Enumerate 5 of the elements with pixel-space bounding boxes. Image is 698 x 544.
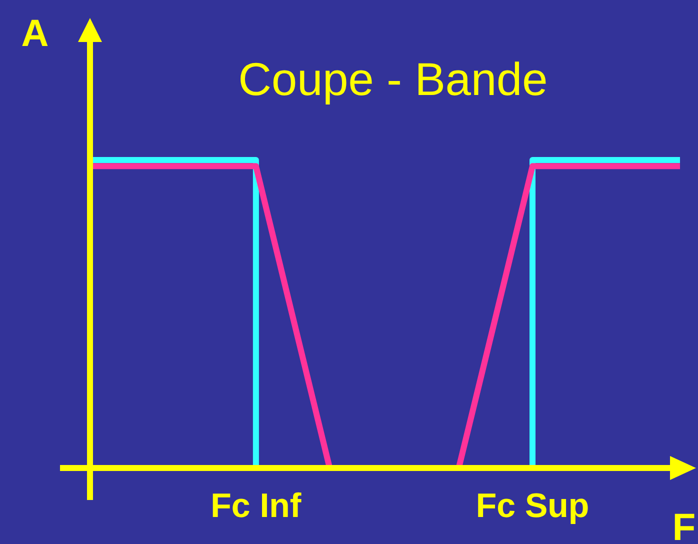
y-axis-title: A	[21, 13, 49, 55]
x-axis-title: F	[672, 507, 696, 544]
chart-title: Coupe - Bande	[238, 53, 548, 105]
x-tick-label: Fc Inf	[210, 487, 302, 525]
x-tick-label: Fc Sup	[476, 487, 590, 525]
